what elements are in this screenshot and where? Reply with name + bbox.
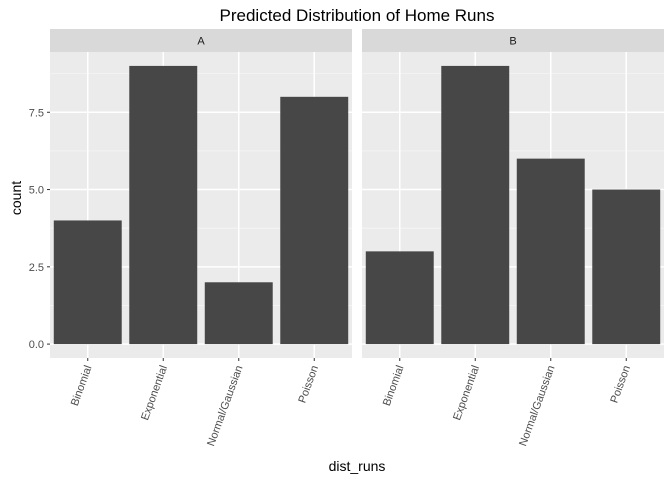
x-tick-label: Normal/Gaussian xyxy=(517,364,557,448)
bar-A-binomial xyxy=(53,220,122,345)
bar-B-binomial xyxy=(365,251,434,345)
bar-A-poisson xyxy=(280,96,349,345)
y-tick-label: 7.5 xyxy=(29,107,44,119)
x-tick-label: Exponential xyxy=(451,364,482,422)
x-tick-label: Binomial xyxy=(381,364,407,408)
bar-B-exponential xyxy=(441,65,510,345)
bar-A-normal-gaussian xyxy=(204,282,273,345)
facet-strip-label: B xyxy=(509,36,516,48)
x-tick-label: Poisson xyxy=(296,364,321,405)
facet-strip xyxy=(50,29,352,52)
chart-title: Predicted Distribution of Home Runs xyxy=(220,6,495,25)
x-tick-label: Normal/Gaussian xyxy=(205,364,245,448)
y-tick-label: 2.5 xyxy=(29,262,44,274)
x-tick-label: Binomial xyxy=(69,364,95,408)
facet-strip-label: A xyxy=(197,36,205,48)
x-tick-label: Poisson xyxy=(608,364,633,405)
facet-strip xyxy=(362,29,664,52)
y-axis-title: count xyxy=(8,181,24,215)
x-axis-title: dist_runs xyxy=(329,458,386,474)
x-tick-label: Exponential xyxy=(139,364,170,422)
y-tick-label: 0.0 xyxy=(29,339,44,351)
bar-A-exponential xyxy=(129,65,198,345)
bar-B-normal-gaussian xyxy=(516,158,585,345)
y-tick-label: 5.0 xyxy=(29,185,44,197)
bar-B-poisson xyxy=(592,189,661,345)
